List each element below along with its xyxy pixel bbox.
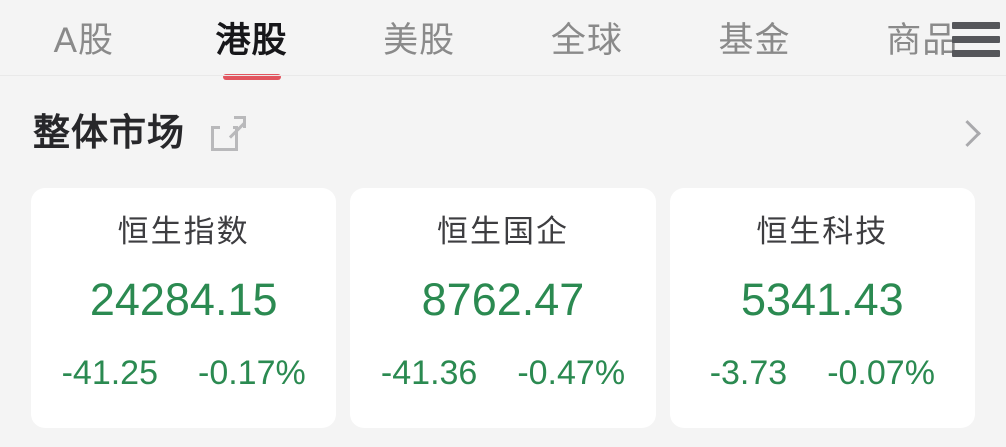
tab-label: 商品: [886, 20, 959, 60]
menu-line-2: [952, 36, 1000, 43]
market-tab-bar: A股 港股 美股 全球 基金 商品: [0, 0, 1006, 80]
tab-global[interactable]: 全球: [503, 19, 671, 58]
external-link-box: [211, 126, 238, 151]
index-change-absolute: -41.25: [61, 354, 158, 392]
active-tab-indicator: [222, 73, 281, 80]
tab-us-shares[interactable]: 美股: [335, 19, 503, 58]
tab-commodities[interactable]: 商品: [838, 19, 1006, 58]
index-value: 5341.43: [740, 274, 904, 325]
index-change-row: -3.73 -0.07%: [680, 356, 965, 390]
index-name: 恒生科技: [756, 214, 889, 249]
hamburger-menu-icon[interactable]: [952, 19, 1000, 57]
index-value: 24284.15: [89, 274, 278, 325]
index-card-list: 恒生指数 24284.15 -41.25 -0.17% 恒生国企 8762.47…: [0, 188, 1006, 428]
tab-label: A股: [53, 20, 115, 60]
index-change-percent: -0.07%: [827, 354, 935, 392]
external-link-icon[interactable]: [211, 116, 246, 151]
tab-funds[interactable]: 基金: [671, 19, 839, 58]
tab-label: 港股: [215, 20, 288, 60]
arrow-head-top: [234, 116, 246, 119]
index-change-percent: -0.47%: [517, 354, 626, 392]
menu-line-1: [952, 22, 1000, 29]
index-value: 8762.47: [421, 274, 585, 325]
index-card-hang-seng-index[interactable]: 恒生指数 24284.15 -41.25 -0.17%: [31, 188, 337, 428]
menu-line-3: [952, 50, 1000, 57]
index-change-absolute: -3.73: [709, 354, 788, 392]
tab-a-shares[interactable]: A股: [0, 19, 168, 58]
index-change-percent: -0.17%: [198, 354, 306, 392]
external-link-arrow: [226, 116, 246, 139]
page-title: 整体市场: [33, 111, 185, 153]
index-change-row: -41.36 -0.47%: [360, 356, 645, 390]
index-name: 恒生指数: [117, 214, 250, 249]
tab-hk-shares[interactable]: 港股: [168, 19, 336, 80]
chevron-right-icon[interactable]: [958, 122, 978, 142]
index-change-row: -41.25 -0.17%: [41, 356, 326, 390]
index-change-absolute: -41.36: [380, 354, 478, 392]
index-card-hang-seng-china-enterprises[interactable]: 恒生国企 8762.47 -41.36 -0.47%: [350, 188, 656, 428]
overall-market-header[interactable]: 整体市场: [0, 76, 1006, 188]
index-name: 恒生国企: [436, 214, 569, 249]
tab-label: 美股: [383, 20, 456, 60]
arrow-head-side: [243, 116, 246, 128]
tab-label: 全球: [550, 20, 623, 60]
tab-label: 基金: [718, 20, 791, 60]
index-card-hang-seng-tech[interactable]: 恒生科技 5341.43 -3.73 -0.07%: [669, 188, 975, 428]
